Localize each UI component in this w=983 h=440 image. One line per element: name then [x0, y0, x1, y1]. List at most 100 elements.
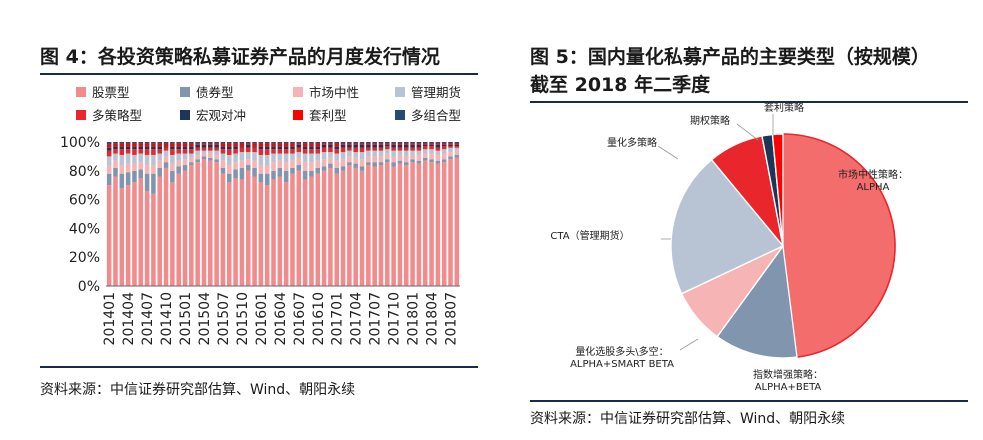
bar-segment [309, 170, 314, 177]
bar-segment [410, 162, 415, 286]
stacked-bar-chart: 0% 20% 40% 60% 80% 100% 201401 201404 201407 2014… [60, 135, 460, 345]
bar-segment [201, 144, 207, 148]
bar-segment [233, 143, 238, 147]
bar-segment [315, 146, 321, 150]
bar-segment [163, 143, 169, 147]
y-tick-label: 40% [69, 221, 100, 237]
bar-segment [252, 160, 257, 168]
bar-segment [214, 143, 219, 145]
bar-segment [138, 153, 144, 163]
bar-segment [264, 185, 270, 286]
bar-segment [233, 149, 238, 154]
bar-segment [151, 165, 156, 174]
bar-segment [119, 165, 125, 174]
bar-segment [245, 170, 251, 286]
bar-segment [372, 166, 377, 286]
x-tick-label: 201507 [216, 292, 232, 345]
bar-segment [106, 150, 112, 157]
bar-segment [239, 147, 245, 153]
bar-segment [252, 176, 257, 286]
bar-segment [435, 154, 441, 161]
bar-segment [340, 143, 346, 145]
bar-segment [138, 162, 144, 170]
bar-segment [233, 142, 238, 144]
bar-segment [201, 147, 207, 151]
bar-segment [334, 173, 340, 286]
legend-swatch [395, 86, 405, 97]
bar-segment [302, 179, 308, 286]
bar-segment [189, 162, 194, 166]
bar-segment [220, 146, 226, 150]
bar-segment [372, 150, 377, 157]
bar-segment [119, 154, 125, 166]
bar-segment [245, 143, 251, 145]
bar-segment [290, 142, 295, 144]
bar-segment [403, 162, 409, 166]
bar-segment [397, 154, 403, 161]
x-tick-label: 201407 [140, 292, 156, 345]
bar-segment [416, 142, 422, 144]
bar-segment [151, 149, 156, 155]
bar-segment [403, 143, 409, 145]
bar-segment [195, 147, 200, 151]
bar-segment [226, 142, 232, 144]
bar-segment [208, 157, 213, 161]
bar-segment [328, 144, 333, 148]
bar-segment [163, 162, 169, 168]
bar-segment [245, 142, 251, 144]
bar-segment [283, 182, 289, 286]
bar-segment [340, 152, 346, 160]
bar-segment [119, 188, 125, 286]
bar-segment [214, 162, 219, 286]
bar-segment [163, 142, 169, 144]
bar-segment [397, 163, 403, 286]
y-tick-label: 100% [60, 135, 100, 151]
bar-segment [226, 143, 232, 147]
legend-swatch [76, 86, 86, 97]
bar-segment [125, 143, 131, 147]
bar-segment [119, 146, 125, 150]
x-tick-label: 201410 [159, 292, 175, 345]
legend-item-6: 套利型 [293, 105, 347, 124]
y-tick-label: 80% [69, 164, 100, 180]
left-chart-title: 图 4：各投资策略私募证券产品的月度发行情况 [40, 46, 440, 68]
bar-segment [347, 147, 352, 151]
bar-segment [441, 142, 447, 144]
bar-segment [252, 147, 257, 153]
bar-segment [157, 146, 163, 150]
legend-item-4: 多策略型 [76, 105, 142, 124]
bar-segment [283, 170, 289, 183]
bar-segment [347, 165, 352, 286]
pie-label: 指数增强策略： [753, 368, 823, 381]
bar-segment [422, 143, 428, 145]
bar-segment [132, 154, 137, 164]
bar-segment [366, 165, 371, 286]
legend-swatch [293, 109, 303, 120]
bar-segment [315, 160, 321, 168]
bar-segment [189, 143, 194, 147]
bar-segment [340, 147, 346, 153]
bar-segment [366, 143, 371, 145]
bar-segment [315, 143, 321, 147]
bar-segment [366, 150, 371, 157]
bar-segment [220, 153, 226, 161]
bar-segment [448, 147, 453, 153]
pie-label-sub: ALPHA+SMART BETA [570, 359, 674, 370]
bar-segment [366, 156, 371, 163]
bar-segment [353, 167, 358, 286]
x-tick-label: 201401 [102, 292, 118, 345]
bar-segment [397, 147, 403, 151]
bar-segment [328, 147, 333, 153]
bar-segment [157, 160, 163, 168]
bar-segment [391, 147, 396, 151]
bar-segment [138, 142, 144, 144]
bar-segment [125, 149, 131, 154]
bar-segment [106, 142, 112, 145]
bar-segment [245, 159, 251, 166]
bar-segment [233, 146, 238, 150]
bar-segment [378, 162, 384, 166]
bar-segment [182, 146, 188, 150]
bar-segment [208, 147, 213, 151]
bar-segment [429, 143, 434, 145]
bar-segment [302, 170, 308, 180]
